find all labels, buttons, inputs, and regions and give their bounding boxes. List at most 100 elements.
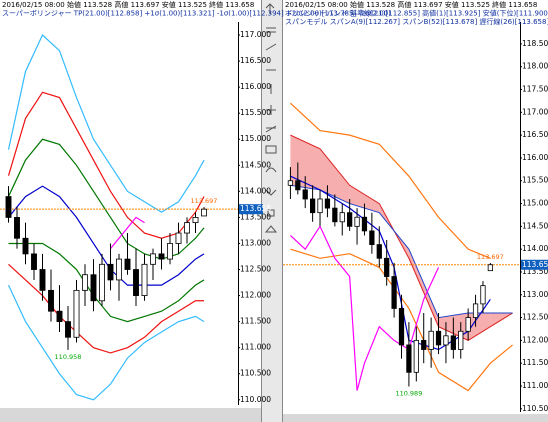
price-annotation: 110.958 [55,353,82,361]
candle-body [39,269,46,291]
candle-body [167,243,173,260]
cloud-segment [408,249,439,327]
price-tag-label: 113.658 [522,260,548,269]
candle-body [435,330,442,346]
price-annotation: 113.697 [477,253,504,261]
y-tick-label: 111.000 [522,381,548,390]
y-tick-label: 114.500 [522,221,548,230]
cloud-segment [468,313,491,341]
y-tick-label: 117.000 [240,30,271,39]
candle-body [465,317,471,332]
y-tick-label: 110.000 [240,395,271,404]
price-tag-label: 113.658 [240,204,271,213]
header-text: スーパーボリンジャー TP(21.00)[112.858] +1σ(1.00)[… [2,10,391,18]
y-tick-label: 113.500 [522,267,548,276]
plot-area [0,34,238,401]
candle-body [332,207,338,223]
candle-body [354,216,360,227]
y-tick-label: 110.500 [522,404,548,413]
candle-body [201,208,207,217]
candle-body [175,232,182,244]
candle-body [192,217,199,224]
candle-body [73,289,80,338]
candle-body [184,222,190,234]
tool-icon[interactable] [266,105,276,115]
toolbar-icons [264,3,278,233]
indicator-line [290,248,513,392]
candle-body [14,217,20,239]
y-tick-label: 112.000 [522,335,548,344]
price-tag [239,204,263,215]
candle-body [295,180,301,191]
candle-body [56,310,63,323]
toolbar [262,0,282,422]
y-tick-label: 114.000 [522,244,548,253]
candle-body [150,253,156,265]
y-tick-label: 114.000 [240,186,271,195]
y-tick-label: 112.000 [240,291,271,300]
y-tick-label: 111.500 [240,317,271,326]
candle-body [141,263,148,296]
candle-body [99,263,105,302]
candle-body [472,303,479,318]
candle-body [443,335,449,346]
indicator-line [7,34,205,213]
candle-body [324,198,331,209]
candle-body [310,198,316,214]
tool-icon[interactable] [265,189,277,196]
candle-body [90,274,97,302]
candle-body [413,339,419,373]
candle-body [428,330,434,350]
tool-icon[interactable] [265,167,277,173]
y-tick-label: 115.000 [522,199,548,208]
header-text: スパンモデル スパンA(9)[112.267] スパンB(52)[113.678… [285,17,548,26]
candle-body [450,335,456,350]
indicator-line [289,225,440,391]
candle-body [31,253,37,270]
y-tick-label: 116.000 [522,153,548,162]
y-tick-label: 115.500 [522,176,548,185]
tool-icon[interactable] [265,125,277,133]
candle-body [5,196,12,218]
tool-icon[interactable] [266,27,276,33]
candle-body [302,189,308,200]
y-tick-label: 112.500 [522,313,548,322]
candle-body [116,258,122,281]
y-tick-label: 112.500 [240,265,271,274]
indicator-line [110,216,145,250]
y-tick-label: 113.000 [522,290,548,299]
candle-body [287,180,294,186]
tool-icon[interactable] [265,145,277,154]
y-tick-label: 115.000 [240,134,271,143]
tool-icon[interactable] [265,43,277,51]
header-text: 2016/02/15 08:00 始値 113.528 高値 113.697 安… [285,0,537,9]
candle-body [398,308,405,346]
candle-body [124,258,131,270]
candle-body [384,257,390,277]
candle-body [48,289,54,312]
candle-body [133,269,139,296]
candle-body [369,230,375,245]
price-tag [521,259,548,270]
y-tick-label: 116.500 [522,130,548,139]
y-tick-label: 110.500 [240,369,271,378]
tool-icon[interactable] [267,209,275,217]
candle-body [317,198,323,214]
candle-body [361,216,368,232]
candle-body [22,237,29,255]
indicator-line [8,242,205,323]
y-tick-label: 115.500 [240,108,271,117]
scrollbar[interactable] [0,408,262,422]
cloud-segment [349,185,380,213]
tool-icon[interactable] [265,3,275,14]
span-line [290,134,513,341]
candle-body [480,285,486,305]
tool-icon[interactable] [264,225,278,233]
candle-body [406,344,412,373]
plot-area [283,102,520,392]
scrollbar[interactable] [282,414,548,422]
price-annotation: 110.989 [395,390,422,398]
y-tick-label: 117.000 [522,107,548,116]
y-tick-label: 113.500 [240,212,271,221]
